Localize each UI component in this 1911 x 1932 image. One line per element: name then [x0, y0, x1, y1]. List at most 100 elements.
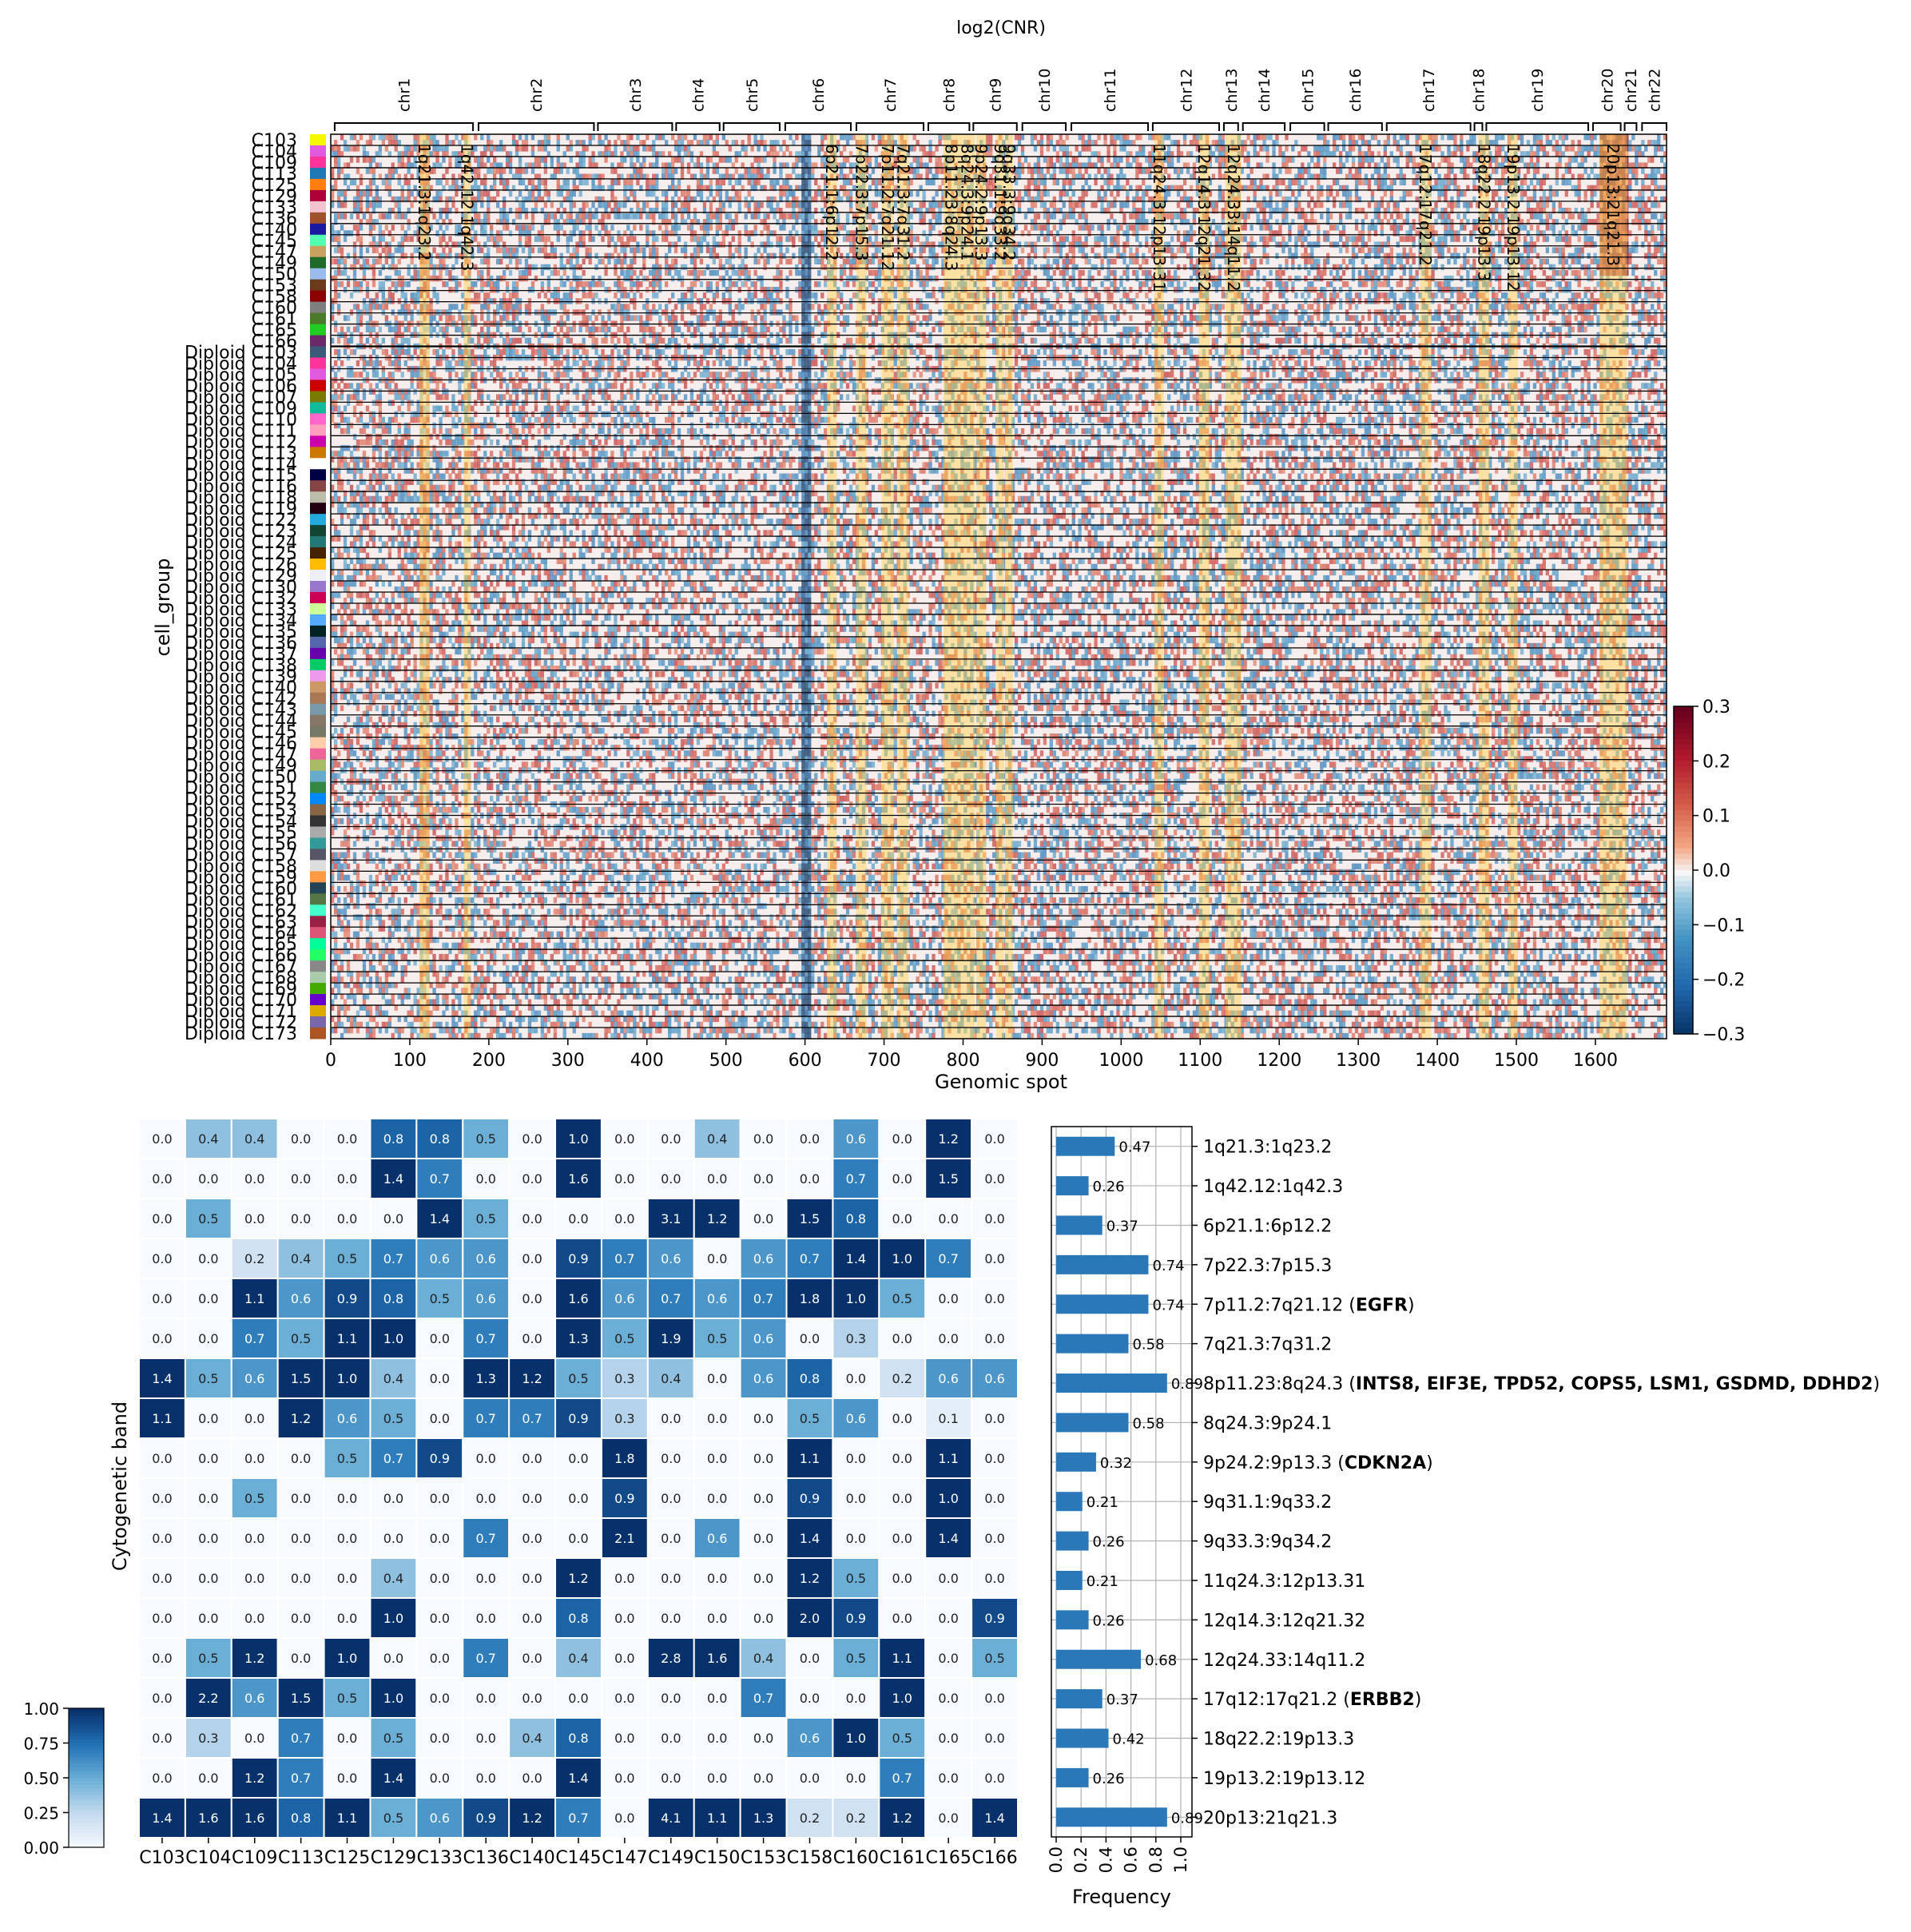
- cnr-cell: [1068, 201, 1072, 209]
- cnr-cell: [1532, 162, 1537, 169]
- cnr-cell: [1288, 179, 1292, 185]
- cnr-cell: [1361, 157, 1365, 163]
- cell-group-label: Diploid C167: [185, 957, 297, 977]
- cnr-cell: [1084, 145, 1088, 152]
- cell-group-label: Diploid C152: [185, 790, 297, 810]
- cnr-cell: [1323, 145, 1327, 152]
- cnr-cell: [1221, 134, 1225, 141]
- cnr-cell: [1253, 140, 1257, 146]
- cnr-cell: [1571, 140, 1575, 146]
- cnr-cell: [715, 241, 719, 248]
- cnr-cell: [1405, 236, 1409, 242]
- cnr-cell: [718, 258, 722, 264]
- cell-group-label: Diploid C140: [185, 678, 297, 698]
- cnr-cell: [1599, 162, 1603, 169]
- cnr-cell: [636, 201, 640, 209]
- cnr-cell: [518, 236, 522, 242]
- cnr-cell: [1495, 201, 1499, 209]
- cnr-cell: [858, 151, 863, 157]
- cnr-cell: [932, 213, 936, 220]
- cnr-cell: [371, 201, 376, 209]
- cnr-cell: [808, 179, 812, 185]
- cell-group-color: [310, 268, 326, 280]
- cnr-cell: [378, 201, 382, 209]
- cnr-cell: [1030, 241, 1035, 248]
- cnr-cell: [709, 201, 713, 209]
- cnr-cell: [530, 168, 535, 174]
- cnr-cell: [935, 252, 939, 259]
- cnr-cell: [1396, 162, 1400, 169]
- cnr-cell: [337, 151, 341, 157]
- cnr-cell: [798, 201, 802, 209]
- cnr-cell: [496, 190, 500, 197]
- cnr-cell: [419, 157, 423, 163]
- cnr-cell: [919, 162, 923, 169]
- cnr-cell: [699, 225, 704, 231]
- cnr-cell: [487, 168, 491, 174]
- cnr-cell: [1294, 201, 1298, 209]
- cnr-cell: [833, 162, 837, 169]
- cnr-cell: [1059, 247, 1063, 253]
- cnr-cell: [1078, 168, 1082, 174]
- cnr-cell: [995, 157, 999, 163]
- cnr-cell: [1336, 179, 1340, 185]
- cnr-cell: [696, 190, 701, 197]
- cnr-cell: [1068, 241, 1072, 248]
- cnr-cell: [588, 140, 592, 146]
- cnr-cell: [556, 157, 560, 163]
- chromosome-label: chr13: [1223, 69, 1241, 112]
- cnr-cell: [340, 247, 344, 253]
- cnr-cell: [442, 258, 446, 264]
- cnr-cell: [397, 151, 401, 157]
- cnr-cell: [1052, 168, 1056, 174]
- cnr-cell: [588, 258, 592, 264]
- cnr-cell: [1603, 157, 1607, 163]
- cell-group-label: Diploid C134: [185, 611, 297, 631]
- cnr-cell: [801, 151, 805, 157]
- cnr-cell: [604, 213, 608, 220]
- cnr-cell: [1412, 236, 1416, 242]
- cnr-cell: [397, 201, 401, 209]
- cnr-cell: [521, 140, 526, 146]
- cnr-cell: [591, 151, 595, 157]
- cell-group-color: [310, 480, 326, 492]
- cnr-cell: [1412, 168, 1416, 174]
- cell-group-label: C153: [252, 276, 297, 296]
- cnr-cell: [1132, 157, 1136, 163]
- cnr-cell: [467, 157, 471, 163]
- cnr-cell: [1408, 225, 1412, 231]
- cnr-cell: [636, 151, 640, 157]
- cnr-cell: [1660, 241, 1664, 248]
- cnr-cell: [1100, 201, 1104, 209]
- cnr-cell: [461, 134, 465, 141]
- cnr-cell: [845, 190, 850, 197]
- cnr-cell: [1097, 225, 1101, 231]
- cnr-cell: [805, 157, 808, 163]
- cnr-cell: [1523, 162, 1528, 169]
- cnr-cell: [337, 247, 341, 253]
- cnr-cell: [1558, 252, 1562, 259]
- cnr-cell: [1628, 140, 1632, 146]
- cnr-cell: [487, 247, 491, 253]
- cnr-cell: [1663, 151, 1667, 157]
- cnr-cell: [524, 230, 529, 237]
- cell-group-label: Diploid C138: [185, 656, 297, 676]
- cnr-cell: [1495, 157, 1499, 163]
- cnr-cell: [1281, 247, 1285, 253]
- cnr-cell: [922, 162, 926, 169]
- cnr-cell: [1023, 157, 1028, 163]
- cnr-cell: [725, 157, 729, 163]
- cnr-cell: [572, 179, 576, 185]
- cnr-cell: [1138, 225, 1142, 231]
- cnr-cell: [750, 162, 754, 169]
- cnr-cell: [814, 179, 818, 185]
- cnr-cell: [1555, 168, 1559, 174]
- cnr-cell: [506, 225, 510, 231]
- cnr-cell: [646, 236, 650, 242]
- cnr-cell: [1132, 201, 1136, 209]
- cnr-cell: [1647, 252, 1651, 259]
- cnr-cell: [368, 190, 373, 197]
- cnr-cell: [1167, 151, 1171, 157]
- cell-group-color: [310, 223, 326, 236]
- cnr-cell: [1472, 151, 1476, 157]
